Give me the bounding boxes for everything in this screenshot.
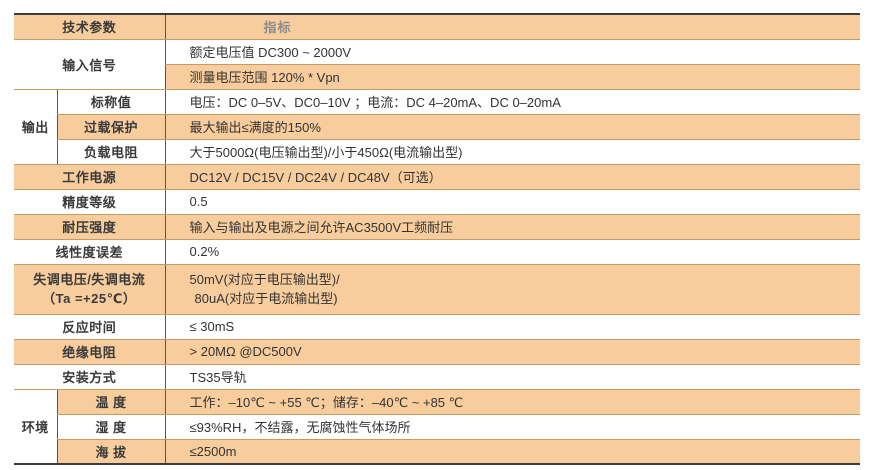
table-row: 线性度误差 0.2% — [14, 239, 861, 265]
measure-range-value: 测量电压范围 120% * Vpn — [164, 64, 861, 90]
offset-value-line2: 80uA(对应于电流输出型) — [194, 291, 338, 306]
withstand-voltage-value: 输入与输出及电源之间允许AC3500V工频耐压 — [164, 214, 861, 240]
load-resistance-label: 负载电阻 — [56, 139, 166, 165]
table-row: 海 拔 ≤2500m — [14, 439, 861, 464]
withstand-voltage-label: 耐压强度 — [14, 214, 166, 240]
load-resistance-value: 大于5000Ω(电压输出型)/小于450Ω(电流输出型) — [164, 139, 861, 165]
nominal-value-value: 电压：DC 0–5V、DC0–10V ；电流：DC 4–20mA、DC 0–20… — [164, 89, 861, 115]
table-row: 负载电阻 大于5000Ω(电压输出型)/小于450Ω(电流输出型) — [14, 139, 861, 165]
group-cell-environment: 环境 — [14, 389, 57, 465]
offset-value-line1: 50mV(对应于电压输出型)/ — [189, 272, 340, 287]
overload-protection-label: 过载保护 — [56, 114, 166, 140]
temperature-value: 工作：–10℃ ~ +55 ℃；储存：–40℃ ~ +85 ℃ — [164, 389, 861, 415]
table-row: 安装方式 TS35导轨 — [14, 364, 861, 390]
linearity-error-value: 0.2% — [164, 239, 861, 265]
group-cell-output: 输出 — [14, 89, 57, 165]
table-row: 精度等级 0.5 — [14, 189, 861, 215]
response-time-value: ≤ 30mS — [164, 314, 861, 340]
table-row: 环境 温 度 工作：–10℃ ~ +55 ℃；储存：–40℃ ~ +85 ℃ — [14, 389, 861, 465]
accuracy-class-value: 0.5 — [164, 189, 861, 215]
insulation-resistance-value: > 20MΩ @DC500V — [164, 339, 861, 365]
working-power-value: DC12V / DC15V / DC24V / DC48V（可选） — [164, 164, 861, 190]
linearity-error-label: 线性度误差 — [14, 239, 166, 265]
table-row: 技术参数 指标 — [14, 14, 861, 40]
temperature-label: 温 度 — [56, 389, 166, 415]
header-indicator-cell: 指标 — [164, 14, 861, 40]
mounting-label: 安装方式 — [14, 364, 166, 390]
altitude-value: ≤2500m — [164, 439, 861, 464]
table-row: 输出 标称值 电压：DC 0–5V、DC0–10V ；电流：DC 4–20mA、… — [14, 89, 861, 165]
accuracy-class-label: 精度等级 — [14, 189, 166, 215]
response-time-label: 反应时间 — [14, 314, 166, 340]
humidity-value: ≤93%RH，不结露，无腐蚀性气体场所 — [164, 414, 861, 440]
rated-voltage-value: 额定电压值 DC300 ~ 2000V — [164, 39, 861, 65]
offset-value: 50mV(对应于电压输出型)/ 80uA(对应于电流输出型) — [164, 264, 861, 315]
working-power-label: 工作电源 — [14, 164, 166, 190]
table-row: 耐压强度 输入与输出及电源之间允许AC3500V工频耐压 — [14, 214, 861, 240]
table-row: 工作电源 DC12V / DC15V / DC24V / DC48V（可选） — [14, 164, 861, 190]
table-row: 测量电压范围 120% * Vpn — [14, 64, 861, 90]
insulation-resistance-label: 绝缘电阻 — [14, 339, 166, 365]
offset-label: 失调电压/失调电流 （Ta =+25℃） — [14, 264, 166, 315]
altitude-label: 海 拔 — [56, 439, 166, 464]
table-row: 失调电压/失调电流 （Ta =+25℃） 50mV(对应于电压输出型)/ 80u… — [14, 264, 861, 315]
table-row: 湿 度 ≤93%RH，不结露，无腐蚀性气体场所 — [14, 414, 861, 440]
offset-label-line2: （Ta =+25℃） — [42, 291, 137, 306]
table-row: 绝缘电阻 > 20MΩ @DC500V — [14, 339, 861, 365]
table-row: 反应时间 ≤ 30mS — [14, 314, 861, 340]
table-row: 过载保护 最大输出≤满度的150% — [14, 114, 861, 140]
spec-table: 技术参数 指标 输入信号 额定电压值 DC300 ~ 2000V 测量电压范围 … — [14, 13, 861, 465]
offset-label-line1: 失调电压/失调电流 — [33, 272, 146, 287]
nominal-value-label: 标称值 — [56, 89, 166, 115]
header-param-cell: 技术参数 — [14, 14, 166, 40]
table-row: 输入信号 额定电压值 DC300 ~ 2000V — [14, 39, 861, 90]
group-cell-input-signal: 输入信号 — [14, 39, 166, 90]
overload-protection-value: 最大输出≤满度的150% — [164, 114, 861, 140]
mounting-value: TS35导轨 — [164, 364, 861, 390]
humidity-label: 湿 度 — [56, 414, 166, 440]
